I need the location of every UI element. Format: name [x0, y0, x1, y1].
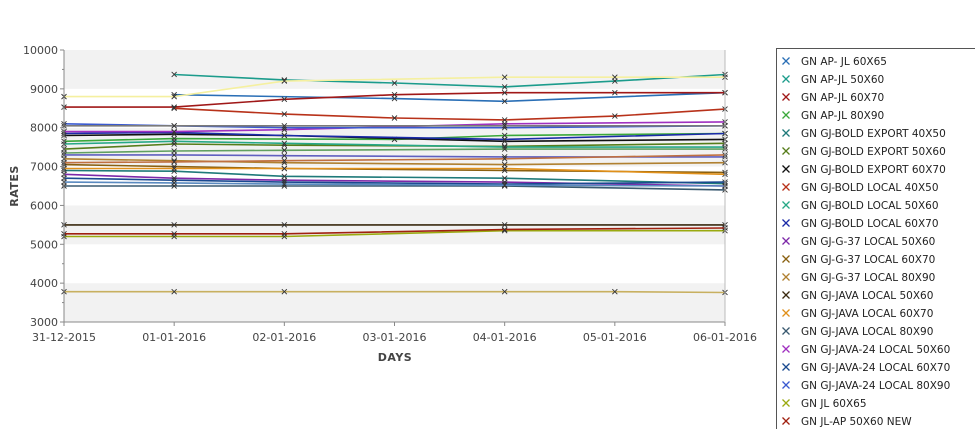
legend-label: GN AP-JL 50X60: [801, 74, 884, 86]
x-tick-label: 31-12-2015: [32, 331, 96, 344]
y-axis-title: RATES: [8, 165, 21, 207]
x-tick-label: 01-01-2016: [142, 331, 206, 344]
y-tick-label: 10000: [23, 44, 58, 57]
x-axis-title: DAYS: [378, 351, 412, 364]
legend: GN AP- JL 60X65 GN AP-JL 50X60 GN AP-JL 60…: [777, 49, 975, 430]
legend-label: GN GJ-JAVA LOCAL 60X70: [801, 308, 933, 320]
legend-label: GN GJ-JAVA LOCAL 80X90: [801, 326, 933, 338]
legend-label: GN JL 60X65: [801, 398, 867, 410]
y-axis-ticks: 3000 4000 5000 6000 7000 8000 9000 10000: [23, 44, 64, 329]
legend-label: GN JL-AP 50X60 NEW: [801, 416, 912, 428]
x-tick-label: 05-01-2016: [583, 331, 647, 344]
y-tick-label: 9000: [30, 83, 58, 96]
legend-label: GN GJ-BOLD EXPORT 40X50: [801, 128, 946, 140]
legend-label: GN AP-JL 80X90: [801, 110, 884, 122]
grid-band: [64, 283, 725, 322]
legend-label: GN GJ-BOLD EXPORT 60X70: [801, 164, 946, 176]
y-tick-label: 5000: [30, 238, 58, 251]
legend-label: GN GJ-BOLD LOCAL 50X60: [801, 200, 939, 212]
y-tick-label: 3000: [30, 316, 58, 329]
x-tick-label: 02-01-2016: [252, 331, 316, 344]
legend-label: GN GJ-G-37 LOCAL 60X70: [801, 254, 935, 266]
y-tick-label: 6000: [30, 199, 58, 212]
series-line: [64, 292, 725, 293]
legend-label: GN GJ-JAVA-24 LOCAL 80X90: [801, 380, 950, 392]
legend-label: GN GJ-BOLD EXPORT 50X60: [801, 146, 946, 158]
legend-label: GN AP- JL 60X65: [801, 56, 887, 68]
legend-label: GN GJ-G-37 LOCAL 80X90: [801, 272, 935, 284]
legend-label: GN GJ-JAVA LOCAL 50X60: [801, 290, 933, 302]
y-tick-label: 4000: [30, 277, 58, 290]
x-tick-label: 06-01-2016: [693, 331, 757, 344]
legend-label: GN GJ-BOLD LOCAL 40X50: [801, 182, 939, 194]
x-tick-label: 04-01-2016: [473, 331, 537, 344]
y-tick-label: 7000: [30, 161, 58, 174]
legend-label: GN AP-JL 60X70: [801, 92, 884, 104]
x-axis-ticks: 31-12-2015 01-01-2016 02-01-2016 03-01-2016…: [32, 322, 757, 344]
legend-label: GN GJ-JAVA-24 LOCAL 60X70: [801, 362, 950, 374]
grid-band: [64, 244, 725, 283]
legend-label: GN GJ-BOLD LOCAL 60X70: [801, 218, 939, 230]
y-tick-label: 8000: [30, 122, 58, 135]
x-tick-label: 03-01-2016: [363, 331, 427, 344]
legend-label: GN GJ-G-37 LOCAL 50X60: [801, 236, 935, 248]
legend-label: GN GJ-JAVA-24 LOCAL 50X60: [801, 344, 950, 356]
